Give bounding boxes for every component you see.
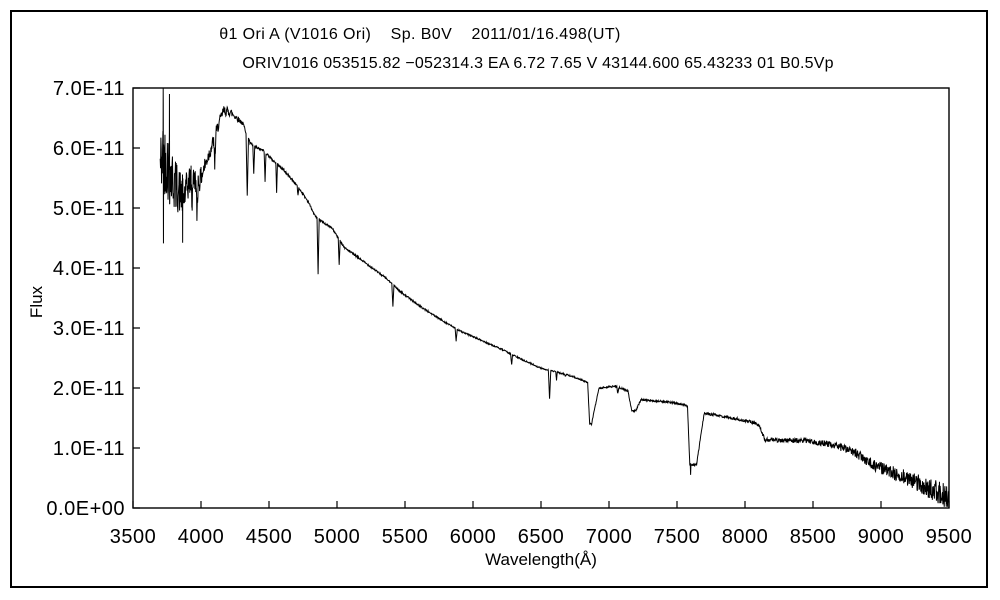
x-tick-label: 9000 [858,526,905,548]
x-tick-label: 4500 [246,526,293,548]
x-axis-label: Wavelength(Å) [485,550,597,569]
x-tick-label: 5500 [382,526,429,548]
y-tick-label: 4.0E-11 [53,258,125,280]
x-axis-ticks [132,501,950,508]
x-tick-label: 9500 [926,526,973,548]
chart-title: θ1 Ori A (V1016 Ori) Sp. B0V 2011/01/16.… [219,26,621,43]
y-tick-label: 3.0E-11 [53,318,125,340]
x-tick-label: 8000 [722,526,769,548]
x-tick-label: 7000 [586,526,633,548]
x-tick-label: 3500 [110,526,157,548]
x-tick-label: 5000 [314,526,361,548]
y-tick-label: 0.0E+00 [46,498,125,520]
y-tick-label: 5.0E-11 [53,198,125,220]
x-tick-label: 6000 [450,526,497,548]
x-tick-label: 4000 [178,526,225,548]
chart-subtitle: ORIV1016 053515.82 −052314.3 EA 6.72 7.6… [242,55,834,72]
plot-frame [132,87,950,509]
y-tick-label: 1.0E-11 [53,438,125,460]
y-tick-label: 2.0E-11 [53,378,125,400]
y-tick-label: 7.0E-11 [53,78,125,100]
outer-frame [10,10,988,588]
x-tick-label: 7500 [654,526,701,548]
y-axis-ticks [133,87,140,509]
spectrum-line [159,87,950,507]
x-tick-label: 8500 [790,526,837,548]
y-tick-label: 6.0E-11 [53,138,125,160]
x-tick-label: 6500 [518,526,565,548]
